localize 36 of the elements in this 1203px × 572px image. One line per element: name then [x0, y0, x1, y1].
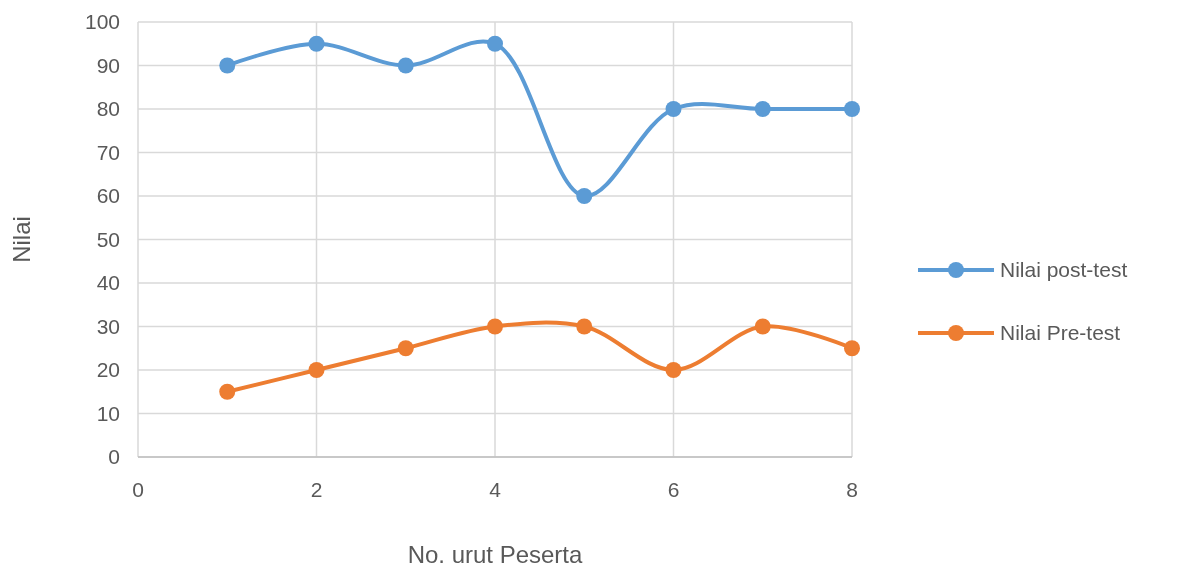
x-tick-label: 0 [132, 478, 144, 501]
point [308, 362, 325, 378]
legend-label: Nilai Pre-test [1000, 321, 1121, 345]
y-tick-label: 10 [96, 401, 120, 425]
point [487, 35, 503, 52]
y-tick-label: 100 [84, 10, 120, 34]
y-tick-label: 90 [96, 53, 120, 77]
y-tick-label: 50 [96, 227, 120, 251]
point [397, 340, 414, 357]
point [576, 318, 593, 335]
y-tick-label: 0 [108, 445, 120, 469]
point [754, 101, 771, 117]
point [576, 188, 593, 204]
y-axis-title: Nilai [8, 216, 35, 263]
point [754, 318, 771, 335]
y-tick-label: 40 [96, 271, 120, 295]
point [397, 57, 414, 74]
legend-label: Nilai post-test [1000, 258, 1128, 282]
y-tick-label: 80 [96, 97, 120, 121]
x-tick-label: 4 [489, 478, 502, 501]
y-tick-label: 70 [96, 140, 120, 164]
point [219, 57, 236, 74]
point [665, 362, 682, 378]
point [487, 318, 503, 335]
y-tick-label: 20 [96, 358, 120, 382]
point [844, 101, 860, 117]
y-tick-label: 60 [96, 184, 120, 208]
point [665, 101, 682, 117]
point [844, 340, 860, 357]
point [219, 383, 236, 400]
x-tick-label: 8 [846, 478, 858, 501]
x-axis-title: No. urut Peserta [407, 541, 584, 568]
x-tick-label: 6 [667, 478, 680, 501]
point [308, 35, 325, 52]
y-tick-label: 30 [96, 314, 120, 338]
x-tick-label: 2 [310, 478, 323, 501]
